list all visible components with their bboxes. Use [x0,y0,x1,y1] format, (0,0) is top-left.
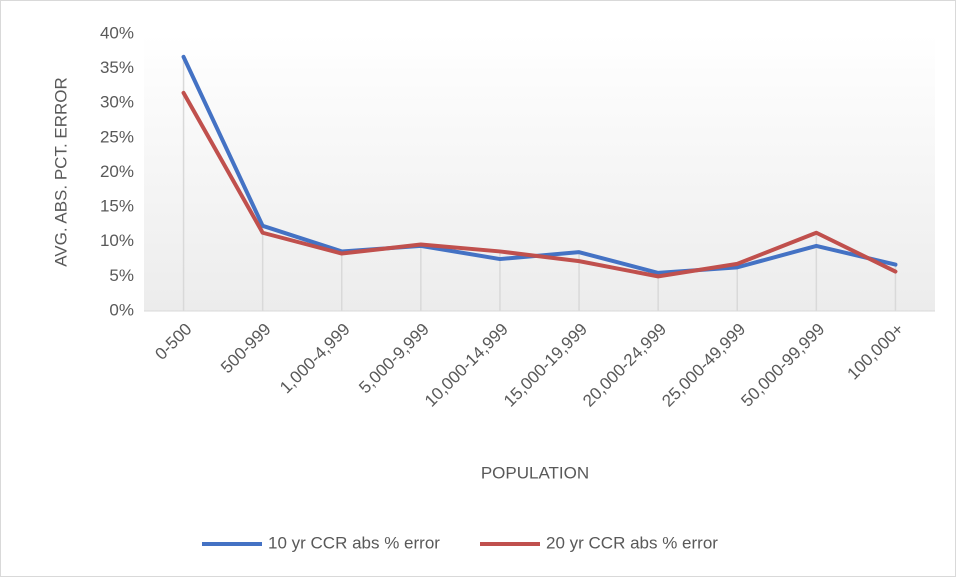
x-axis-label: POPULATION [481,463,589,482]
y-axis-label: AVG. ABS. PCT. ERROR [51,77,70,267]
legend-label: 10 yr CCR abs % error [268,533,440,552]
plot-area [144,34,935,311]
y-tick-label: 20% [100,162,134,181]
series-line [181,90,898,279]
y-tick-label: 15% [100,197,134,216]
y-tick-label: 5% [109,266,134,285]
y-tick-label: 40% [100,23,134,42]
y-tick-label: 35% [100,58,134,77]
legend-label: 20 yr CCR abs % error [546,533,718,552]
y-tick-label: 0% [109,300,134,319]
y-tick-label: 10% [100,231,134,250]
y-tick-label: 30% [100,93,134,112]
y-tick-label: 25% [100,127,134,146]
